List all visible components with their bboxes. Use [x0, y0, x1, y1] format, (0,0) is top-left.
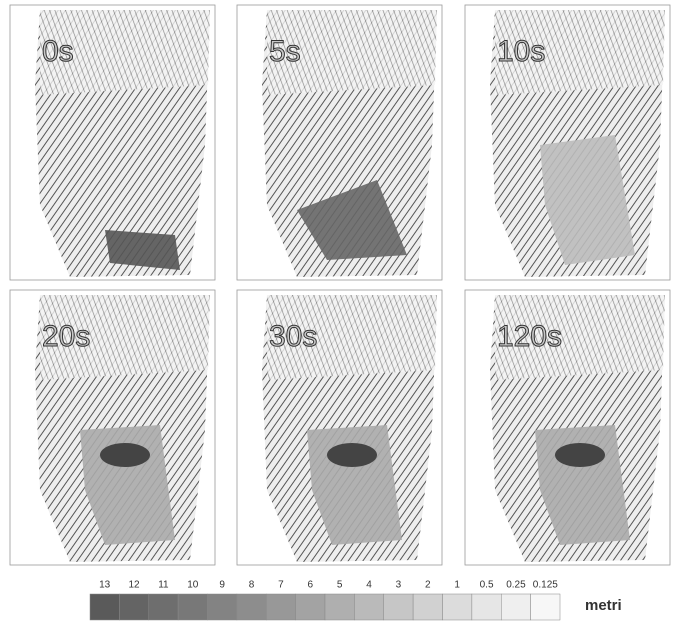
legend-value: 9 — [219, 580, 225, 591]
panel-label: 120s — [497, 320, 562, 353]
legend-value: 3 — [396, 580, 402, 591]
legend-value: 8 — [249, 580, 255, 591]
legend-swatch — [354, 594, 383, 620]
legend-value: 13 — [99, 580, 111, 591]
legend-value: 12 — [129, 580, 141, 591]
legend-value: 4 — [366, 580, 372, 591]
legend-value: 7 — [278, 580, 284, 591]
panel-label: 5s — [269, 35, 301, 68]
legend-value: 11 — [158, 580, 169, 591]
map-panel: 5s — [237, 5, 442, 280]
legend-swatch — [325, 594, 354, 620]
flood-deep — [555, 443, 605, 467]
figure: 0s 5s 10s 20s 30s 120s 13 12 11 10 9 8 7 6 5 4 3 2 1 0.5 0.… — [0, 0, 682, 623]
legend-value: 0.125 — [533, 580, 558, 591]
map-panel: 120s — [465, 290, 670, 565]
legend-value: 1 — [454, 580, 460, 591]
legend-value: 6 — [308, 580, 314, 591]
flood-deep — [100, 443, 150, 467]
map-panel: 0s — [10, 5, 215, 280]
legend-swatch — [178, 594, 207, 620]
map-panel: 10s — [465, 5, 670, 280]
legend-swatch — [384, 594, 413, 620]
legend-unit: metri — [585, 597, 622, 614]
map-panel: 30s — [237, 290, 442, 565]
legend-value: 0.5 — [480, 580, 494, 591]
panel-label: 20s — [42, 320, 90, 353]
legend-swatch — [237, 594, 266, 620]
legend-swatch — [443, 594, 472, 620]
legend-value: 10 — [187, 580, 199, 591]
legend-swatch — [208, 594, 237, 620]
legend-swatch — [472, 594, 501, 620]
legend-swatch — [413, 594, 442, 620]
legend-value: 0.25 — [506, 580, 526, 591]
legend-swatch — [501, 594, 530, 620]
legend-swatch — [531, 594, 560, 620]
panel-label: 10s — [497, 35, 545, 68]
legend-value: 5 — [337, 580, 343, 591]
map-panel: 20s — [10, 290, 215, 565]
legend-swatch — [296, 594, 325, 620]
legend-swatch — [119, 594, 148, 620]
legend-swatch — [266, 594, 295, 620]
legend-swatch — [90, 594, 119, 620]
legend-swatch — [149, 594, 178, 620]
legend-value: 2 — [425, 580, 431, 591]
panel-label: 30s — [269, 320, 317, 353]
flood-deep — [327, 443, 377, 467]
panel-label: 0s — [42, 35, 74, 68]
